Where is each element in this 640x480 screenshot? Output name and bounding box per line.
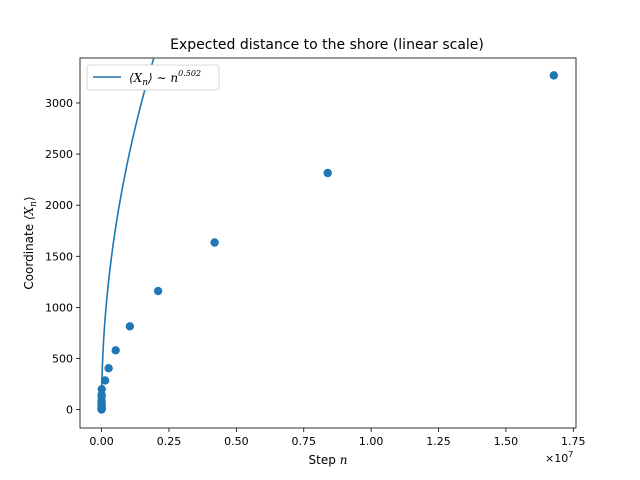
x-axis-multiplier: ×107	[545, 450, 573, 465]
data-point	[104, 364, 113, 373]
x-tick-label: 1.50	[494, 435, 519, 448]
data-point	[153, 286, 163, 296]
x-tick-label: 0.00	[89, 435, 114, 448]
x-tick-label: 0.25	[157, 435, 182, 448]
fit-line	[100, 58, 155, 410]
y-axis-label: Coordinate ⟨Xn⟩	[22, 196, 39, 289]
x-tick-label: 1.00	[359, 435, 384, 448]
data-point	[549, 71, 559, 80]
data-point	[111, 346, 120, 355]
y-tick-label: 2000	[45, 199, 73, 212]
y-tick-label: 3000	[45, 97, 73, 110]
legend-label: ⟨Xn⟩ ∼ n0.502	[129, 69, 201, 88]
data-point	[125, 322, 135, 331]
y-tick-label: 1500	[45, 250, 73, 263]
x-axis-label: Step n	[309, 453, 348, 467]
data-point	[323, 168, 332, 178]
y-tick-label: 500	[52, 352, 73, 365]
y-tick-label: 2500	[45, 148, 73, 161]
x-tick-label: 0.50	[224, 435, 249, 448]
legend: ⟨Xn⟩ ∼ n0.502	[86, 64, 220, 91]
chart-title: Expected distance to the shore (linear s…	[170, 37, 484, 53]
y-axis-ticks: 0 500 1000 1500 2000 2500 3000	[45, 97, 80, 417]
x-tick-label: 1.75	[561, 435, 586, 448]
x-tick-label: 0.75	[291, 435, 316, 448]
data-point	[210, 238, 219, 247]
plot-frame	[79, 57, 577, 429]
y-tick-label: 1000	[45, 301, 73, 314]
y-tick-label: 0	[66, 404, 73, 417]
data-point	[100, 376, 110, 385]
legend-box	[86, 64, 220, 91]
x-tick-label: 1.25	[426, 435, 451, 448]
series-layer	[97, 58, 559, 414]
x-axis-ticks: 0.00 0.25 0.50 0.75 1.00 1.25 1.50 1.75	[89, 428, 586, 448]
data-point	[97, 384, 106, 394]
